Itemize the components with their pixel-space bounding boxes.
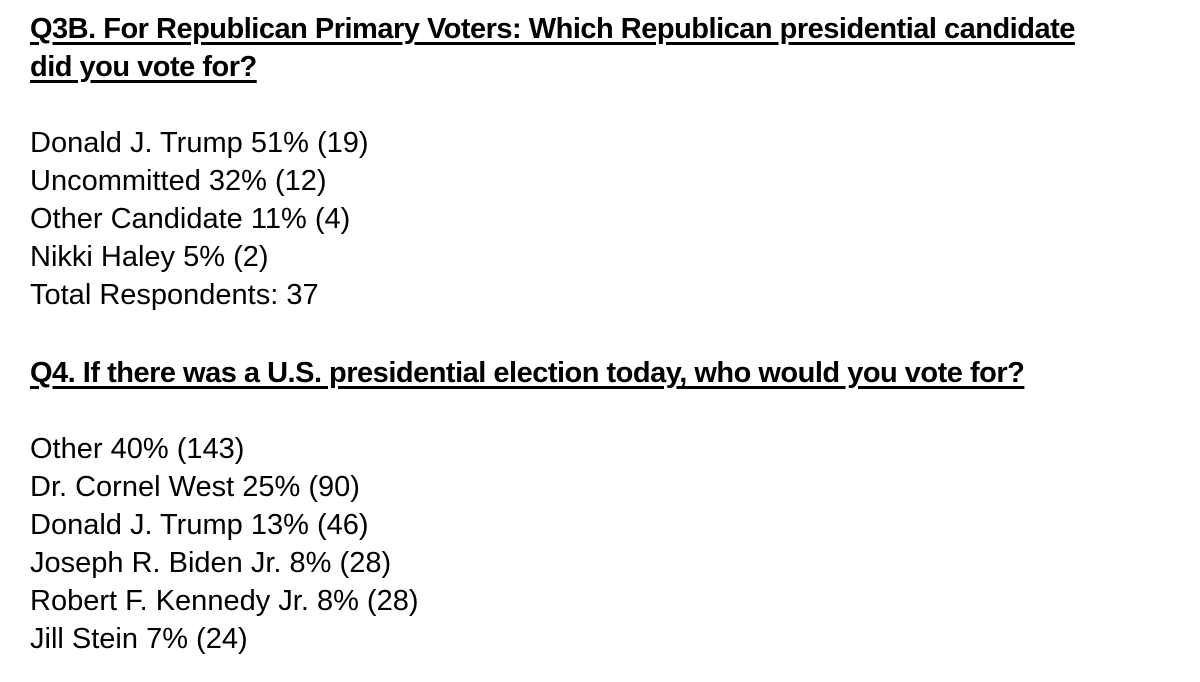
candidate-label: Robert F. Kennedy Jr. xyxy=(30,585,309,617)
total-respondents-line-q3b: Total Respondents: 37 xyxy=(30,276,1180,314)
candidate-label: Jill Stein xyxy=(30,623,138,655)
question-q3b-line-2: did you vote for? xyxy=(30,51,257,83)
percent-value: 40% xyxy=(110,433,169,465)
total-respondents-label: Total Respondents: xyxy=(30,279,279,311)
count-value: (90) xyxy=(308,471,360,503)
count-value: (46) xyxy=(316,509,369,541)
results-list-q4: Other 40% (143) Dr. Cornel West 25% (90)… xyxy=(30,430,1180,658)
candidate-label: Nikki Haley xyxy=(30,241,176,273)
count-value: (12) xyxy=(275,165,327,197)
percent-value: 7% xyxy=(146,623,188,655)
percent-value: 13% xyxy=(250,509,309,541)
count-value: (24) xyxy=(196,623,248,655)
result-line-q4-west: Dr. Cornel West 25% (90) xyxy=(30,468,1180,506)
result-line-q3b-trump: Donald J. Trump 51% (19) xyxy=(30,124,1180,162)
percent-value: 32% xyxy=(208,165,267,197)
result-line-q3b-uncommitted: Uncommitted 32% (12) xyxy=(30,162,1180,200)
question-heading-q3b: Q3B. For Republican Primary Voters: Whic… xyxy=(30,10,1180,86)
percent-value: 8% xyxy=(289,547,332,579)
percent-value: 51% xyxy=(250,127,309,159)
count-value: (28) xyxy=(366,585,419,617)
question-q4-line-1: Q4. If there was a U.S. presidential ele… xyxy=(30,357,1025,389)
percent-value: 11% xyxy=(250,203,307,235)
question-q3b-line-1: Q3B. For Republican Primary Voters: Whic… xyxy=(30,13,1075,45)
candidate-label: Uncommitted xyxy=(30,165,201,197)
percent-value: 8% xyxy=(316,585,359,617)
candidate-label: Other xyxy=(30,433,103,465)
question-heading-q4: Q4. If there was a U.S. presidential ele… xyxy=(30,354,1180,392)
result-line-q4-other: Other 40% (143) xyxy=(30,430,1180,468)
result-line-q4-trump: Donald J. Trump 13% (46) xyxy=(30,506,1180,544)
count-value: (4) xyxy=(314,203,351,235)
result-line-q4-kennedy: Robert F. Kennedy Jr. 8% (28) xyxy=(30,582,1180,620)
result-line-q3b-other-candidate: Other Candidate 11% (4) xyxy=(30,200,1180,238)
candidate-label: Joseph R. Biden Jr. xyxy=(30,547,282,579)
count-value: (19) xyxy=(316,127,369,159)
candidate-label: Donald J. Trump xyxy=(30,127,243,159)
candidate-label: Donald J. Trump xyxy=(30,509,243,541)
percent-value: 25% xyxy=(242,471,301,503)
result-line-q3b-haley: Nikki Haley 5% (2) xyxy=(30,238,1180,276)
count-value: (143) xyxy=(176,433,245,465)
candidate-label: Other Candidate xyxy=(30,203,243,235)
count-value: (28) xyxy=(339,547,392,579)
percent-value: 5% xyxy=(183,241,226,273)
candidate-label: Dr. Cornel West xyxy=(30,471,235,503)
result-line-q4-stein: Jill Stein 7% (24) xyxy=(30,620,1180,658)
result-line-q4-biden: Joseph R. Biden Jr. 8% (28) xyxy=(30,544,1180,582)
total-respondents-value: 37 xyxy=(286,279,319,311)
count-value: (2) xyxy=(233,241,269,273)
results-list-q3b: Donald J. Trump 51% (19) Uncommitted 32%… xyxy=(30,124,1180,314)
